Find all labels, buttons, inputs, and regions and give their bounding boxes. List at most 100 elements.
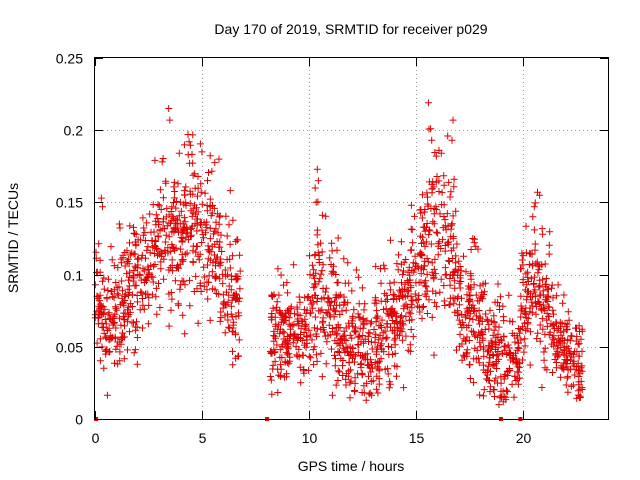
- data-point: [387, 286, 394, 294]
- data-point: [558, 364, 566, 372]
- data-point: [358, 284, 366, 292]
- data-point: [172, 204, 180, 212]
- data-point: [112, 304, 120, 312]
- data-point: [352, 328, 360, 336]
- data-point: [215, 155, 223, 163]
- data-point: [322, 284, 330, 292]
- data-point: [482, 369, 490, 376]
- data-point: [139, 214, 147, 222]
- data-point: [307, 331, 315, 339]
- data-point: [215, 243, 223, 251]
- data-point: [396, 332, 403, 340]
- data-point: [397, 314, 404, 322]
- y-tick-label: 0.1: [64, 268, 84, 284]
- data-point: [336, 324, 344, 332]
- data-point: [372, 262, 380, 270]
- data-point: [111, 303, 119, 311]
- data-point: [313, 226, 321, 234]
- data-point: [331, 298, 338, 306]
- data-point: [200, 263, 208, 271]
- data-point: [151, 261, 159, 268]
- data-point: [520, 348, 528, 356]
- data-point: [157, 265, 165, 273]
- data-point: [220, 301, 228, 309]
- data-point: [321, 332, 329, 340]
- data-point: [441, 264, 449, 272]
- data-point: [168, 295, 176, 303]
- data-point: [518, 256, 526, 264]
- data-point: [400, 267, 407, 275]
- data-point: [315, 256, 323, 263]
- data-point: [277, 325, 284, 333]
- data-point: [299, 351, 307, 359]
- data-point: [152, 238, 160, 245]
- data-point: [311, 251, 319, 259]
- data-point: [118, 259, 125, 267]
- data-point: [160, 275, 168, 283]
- x-axis-label: GPS time / hours: [298, 458, 405, 474]
- data-point: [215, 213, 223, 221]
- data-point: [482, 310, 490, 318]
- data-point: [304, 293, 312, 300]
- data-point: [143, 246, 151, 254]
- data-point: [559, 299, 567, 307]
- data-point: [399, 271, 407, 279]
- data-point: [517, 336, 525, 344]
- data-point: [178, 237, 186, 245]
- data-point: [417, 264, 425, 272]
- data-point: [458, 356, 466, 364]
- data-point: [136, 306, 144, 314]
- data-point: [137, 288, 145, 296]
- data-point: [300, 306, 308, 314]
- data-point: [206, 235, 214, 243]
- data-point: [326, 254, 334, 262]
- data-point: [424, 202, 432, 210]
- data-point: [346, 379, 354, 387]
- data-point: [117, 321, 125, 329]
- data-point: [549, 369, 556, 376]
- data-point: [504, 388, 512, 396]
- data-point: [391, 329, 399, 337]
- data-point: [511, 338, 519, 346]
- data-point: [524, 314, 532, 322]
- data-point: [311, 274, 318, 282]
- data-point: [208, 268, 216, 276]
- data-point: [293, 317, 301, 325]
- data-point: [197, 219, 205, 227]
- data-point: [460, 252, 467, 260]
- data-point: [578, 386, 586, 393]
- data-point: [422, 277, 430, 285]
- data-point: [143, 277, 150, 285]
- data-point: [204, 261, 211, 269]
- data-point: [349, 344, 357, 352]
- data-point: [526, 361, 534, 369]
- data-point: [117, 335, 125, 343]
- data-point: [345, 367, 353, 375]
- data-point: [431, 255, 439, 263]
- data-point: [340, 335, 348, 343]
- data-point: [465, 304, 473, 311]
- data-point: [445, 257, 453, 265]
- data-point: [95, 297, 103, 305]
- data-point: [523, 281, 531, 289]
- data-point: [202, 221, 210, 229]
- data-point: [469, 235, 477, 242]
- data-point: [92, 254, 100, 262]
- data-point: [296, 298, 304, 306]
- data-point: [144, 243, 152, 251]
- data-point: [447, 188, 455, 196]
- data-point: [311, 280, 319, 288]
- data-point: [490, 318, 498, 326]
- data-point: [453, 346, 460, 354]
- data-point: [457, 278, 465, 285]
- data-point: [455, 257, 463, 265]
- data-point: [467, 246, 475, 253]
- data-point: [100, 364, 108, 372]
- data-point: [139, 301, 147, 309]
- data-point: [397, 238, 405, 246]
- data-point: [186, 276, 193, 284]
- data-point: [418, 214, 426, 222]
- data-point: [574, 359, 582, 367]
- data-point: [485, 358, 493, 366]
- data-point: [514, 380, 522, 388]
